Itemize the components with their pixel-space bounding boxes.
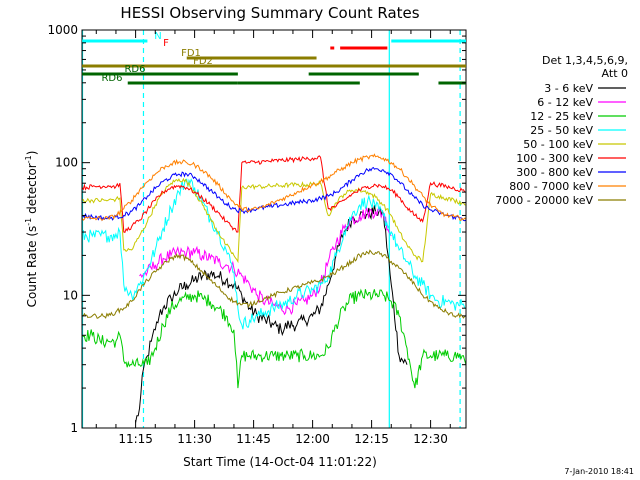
x-tick-label-11-15: 11:15	[118, 432, 153, 446]
series-line-7000-20000-kev	[82, 249, 466, 319]
flag-label-fd2-4: FD2	[193, 56, 213, 67]
series-line-12-25-kev	[82, 288, 466, 389]
y-tick-label-1: 1	[70, 421, 78, 435]
legend-header-attenuator: Att 0	[602, 67, 628, 80]
x-tick-label-11-45: 11:45	[236, 432, 271, 446]
plot-area	[81, 30, 466, 428]
y-tick-label-100: 100	[55, 156, 78, 170]
legend-header-detectors: Det 1,3,4,5,6,9,	[542, 54, 628, 67]
legend-label-6-12-kev: 6 - 12 keV	[537, 96, 593, 109]
chart-title: HESSI Observing Summary Count Rates	[120, 4, 419, 22]
legend-label-25-50-kev: 25 - 50 keV	[530, 124, 593, 137]
x-tick-label-12-30: 12:30	[413, 432, 448, 446]
flag-label-n-1: N	[154, 31, 161, 42]
legend-label-100-300-kev: 100 - 300 keV	[516, 152, 593, 165]
flag-label-fd1-3: FD1	[181, 48, 201, 59]
flag-label-rd6-6: RD6	[101, 73, 122, 84]
series-line-800-7000-kev	[82, 153, 466, 222]
legend-label-50-100-kev: 50 - 100 keV	[523, 138, 593, 151]
y-tick-label-1000: 1000	[47, 23, 78, 37]
y-axis-label: Count Rate (s-1 detector-1)	[24, 151, 39, 308]
legend-label-12-25-kev: 12 - 25 keV	[530, 110, 593, 123]
legend-label-7000-20000-kev: 7000 - 20000 keV	[495, 194, 593, 207]
footer-timestamp: 7-Jan-2010 18:41	[564, 467, 634, 476]
series-line-100-300-kev	[82, 155, 466, 234]
plot-frame	[81, 29, 467, 429]
series-line-50-100-kev	[82, 177, 466, 264]
legend-label-300-800-kev: 300 - 800 keV	[516, 166, 593, 179]
axes: 11:15 11:30 11:45 12:00 12:15 12:30 1 10 100 1000	[47, 23, 466, 446]
flag-label-f-2: F	[163, 38, 169, 49]
x-tick-label-12-00: 12:00	[295, 432, 330, 446]
series-line-6-12-kev	[139, 207, 392, 316]
y-tick-label-10: 10	[63, 288, 78, 302]
x-tick-label-11-30: 11:30	[177, 432, 212, 446]
series-line-25-50-kev	[82, 178, 466, 330]
x-axis-label: Start Time (14-Oct-04 11:01:22)	[183, 455, 377, 469]
legend-label-3-6-kev: 3 - 6 keV	[544, 82, 593, 95]
x-tick-label-12-15: 12:15	[354, 432, 389, 446]
flag-label-rd6-5: RD6	[124, 64, 145, 75]
legend-label-800-7000-kev: 800 - 7000 keV	[509, 180, 593, 193]
